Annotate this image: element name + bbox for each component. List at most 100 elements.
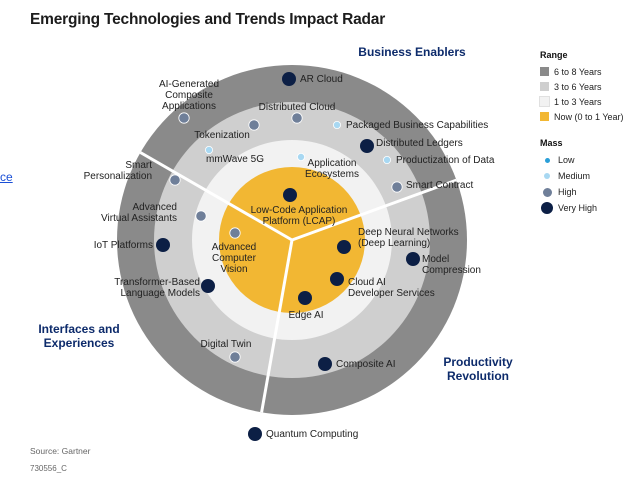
section-label-interfaces: Interfaces and Experiences	[38, 322, 119, 350]
radar-label-advanced-virtual-assistants: Advanced Virtual Assistants	[101, 202, 177, 224]
radar-dot-quantum-computing[interactable]	[248, 427, 262, 441]
legend-range-label: 1 to 3 Years	[554, 96, 602, 107]
legend-range-now-0-to-1-year: Now (0 to 1 Year)	[540, 109, 639, 124]
legend-range-label: 6 to 8 Years	[554, 66, 602, 77]
radar-dot-application-ecosystems[interactable]	[296, 152, 305, 161]
legend-mass-dot	[542, 187, 552, 197]
radar-item-application-ecosystems[interactable]: Application Ecosystems	[296, 152, 359, 180]
radar-label-mmwave-5g: mmWave 5G	[206, 154, 264, 165]
radar-dot-smart-contract[interactable]	[391, 181, 403, 193]
sector-divider	[139, 151, 293, 242]
radar-dot-advanced-virtual-assistants[interactable]	[195, 210, 207, 222]
radar-dot-edge-ai[interactable]	[298, 291, 312, 305]
radar-dot-cloud-ai-developer-services[interactable]	[330, 272, 344, 286]
section-label-business: Business Enablers	[358, 45, 466, 59]
radar-label-packaged-business-capabilities: Packaged Business Capabilities	[346, 120, 488, 131]
radar-item-low-code-application-platform-lcap[interactable]: Low-Code Application Platform (LCAP)	[251, 188, 348, 227]
radar-label-quantum-computing: Quantum Computing	[266, 429, 358, 440]
legend-range-label: 3 to 6 Years	[554, 81, 602, 92]
section-label-productivity: Productivity Revolution	[443, 355, 513, 383]
radar-item-composite-ai[interactable]: Composite AI	[318, 357, 395, 371]
radar-item-mmwave-5g[interactable]: mmWave 5G	[204, 145, 264, 165]
sector-divider	[260, 239, 294, 413]
radar-dot-deep-neural-networks-deep-learning[interactable]	[337, 240, 351, 254]
side-link[interactable]: ce	[0, 170, 13, 184]
radar-dot-ai-generated-composite-applications[interactable]	[178, 112, 190, 124]
radar-dot-transformer-based-language-models[interactable]	[201, 279, 215, 293]
legend-range-label: Now (0 to 1 Year)	[554, 111, 624, 122]
radar-dot-digital-twin[interactable]	[229, 351, 241, 363]
legend-mass-title: Mass	[540, 138, 563, 148]
radar-item-distributed-ledgers[interactable]: Distributed Ledgers	[360, 138, 463, 153]
radar-label-model-compression: Model Compression	[422, 254, 481, 276]
legend-mass-dot	[544, 173, 550, 179]
legend-mass-high: High	[540, 184, 639, 200]
radar-item-packaged-business-capabilities[interactable]: Packaged Business Capabilities	[332, 120, 488, 131]
radar-item-deep-neural-networks-deep-learning[interactable]: Deep Neural Networks (Deep Learning)	[337, 227, 459, 254]
radar-item-digital-twin[interactable]: Digital Twin	[201, 339, 252, 363]
radar-label-ar-cloud: AR Cloud	[300, 74, 343, 85]
radar-label-low-code-application-platform-lcap: Low-Code Application Platform (LCAP)	[251, 205, 348, 227]
radar-dot-packaged-business-capabilities[interactable]	[332, 121, 341, 130]
legend-range-3-to-6-years: 3 to 6 Years	[540, 79, 639, 94]
radar-dot-advanced-computer-vision[interactable]	[229, 227, 241, 239]
radar-item-edge-ai[interactable]: Edge AI	[288, 291, 324, 321]
source-note: Source: Gartner	[30, 446, 91, 456]
legend-swatch	[540, 67, 549, 76]
radar-label-deep-neural-networks-deep-learning: Deep Neural Networks (Deep Learning)	[358, 227, 459, 249]
radar-dot-tokenization[interactable]	[248, 119, 260, 131]
radar-dot-mmwave-5g[interactable]	[204, 145, 213, 154]
legend-mass-dot	[544, 157, 550, 163]
radar-item-iot-platforms[interactable]: IoT Platforms	[94, 238, 170, 252]
legend-swatch	[540, 112, 549, 121]
radar-dot-low-code-application-platform-lcap[interactable]	[283, 188, 297, 202]
radar-item-model-compression[interactable]: Model Compression	[406, 252, 481, 276]
legend-mass-dot	[541, 202, 553, 214]
radar-dot-composite-ai[interactable]	[318, 357, 332, 371]
radar-label-edge-ai: Edge AI	[288, 310, 323, 321]
radar-dot-ar-cloud[interactable]	[282, 72, 296, 86]
radar-item-distributed-cloud[interactable]: Distributed Cloud	[259, 102, 336, 124]
radar-label-composite-ai: Composite AI	[336, 359, 395, 370]
radar-item-quantum-computing[interactable]: Quantum Computing	[248, 427, 358, 441]
radar-dot-productization-of-data[interactable]	[382, 155, 391, 164]
radar-item-ar-cloud[interactable]: AR Cloud	[282, 72, 343, 86]
radar-label-iot-platforms: IoT Platforms	[94, 240, 153, 251]
radar-item-cloud-ai-developer-services[interactable]: Cloud AI Developer Services	[330, 272, 435, 299]
legend-mass-label: Very High	[558, 203, 598, 213]
radar-label-smart-contract: Smart Contract	[406, 180, 473, 191]
legend-mass-label: Low	[558, 155, 575, 165]
legend-mass-low: Low	[540, 152, 639, 168]
radar-item-advanced-computer-vision[interactable]: Advanced Computer Vision	[212, 227, 257, 275]
radar-item-smart-personalization[interactable]: Smart Personalization	[84, 160, 181, 186]
legend-mass-very-high: Very High	[540, 200, 639, 216]
radar-label-advanced-computer-vision: Advanced Computer Vision	[212, 242, 257, 275]
legend-range-6-to-8-years: 6 to 8 Years	[540, 64, 639, 79]
radar-label-cloud-ai-developer-services: Cloud AI Developer Services	[348, 277, 435, 299]
radar-item-transformer-based-language-models[interactable]: Transformer-Based Language Models	[114, 277, 215, 299]
radar-label-productization-of-data: Productization of Data	[396, 155, 495, 166]
legend-mass-medium: Medium	[540, 168, 639, 184]
legend: Range 6 to 8 Years 3 to 6 Years 1 to 3 Yea…	[539, 50, 639, 216]
radar-dot-distributed-cloud[interactable]	[291, 112, 303, 124]
sector-divider	[291, 178, 457, 242]
radar-label-distributed-cloud: Distributed Cloud	[259, 102, 336, 113]
radar-dot-model-compression[interactable]	[406, 252, 420, 266]
radar-label-smart-personalization: Smart Personalization	[84, 160, 153, 182]
radar-dot-distributed-ledgers[interactable]	[360, 139, 374, 153]
page-title: Emerging Technologies and Trends Impact …	[30, 11, 386, 28]
legend-range-1-to-3-years: 1 to 3 Years	[539, 94, 639, 109]
radar-dot-smart-personalization[interactable]	[169, 174, 181, 186]
legend-swatch	[539, 96, 550, 107]
radar-dot-iot-platforms[interactable]	[156, 238, 170, 252]
legend-mass-label: Medium	[558, 171, 591, 181]
legend-range-title: Range	[540, 50, 568, 60]
radar-item-productization-of-data[interactable]: Productization of Data	[382, 155, 495, 166]
radar-item-advanced-virtual-assistants[interactable]: Advanced Virtual Assistants	[101, 202, 207, 224]
radar-label-tokenization: Tokenization	[194, 130, 250, 141]
radar-label-application-ecosystems: Application Ecosystems	[305, 158, 359, 180]
radar-item-tokenization[interactable]: Tokenization	[194, 119, 260, 141]
radar-item-ai-generated-composite-applications[interactable]: AI-Generated Composite Applications	[159, 79, 219, 124]
radar-item-smart-contract[interactable]: Smart Contract	[391, 180, 474, 193]
